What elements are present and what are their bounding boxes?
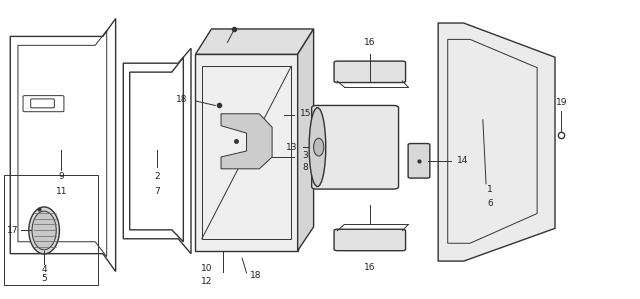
Polygon shape [195,54,298,251]
FancyBboxPatch shape [334,229,406,251]
Text: 13: 13 [286,143,298,152]
Text: 2: 2 [154,172,160,181]
Text: 8: 8 [303,163,308,172]
FancyBboxPatch shape [408,144,430,178]
Bar [202,66,291,239]
Ellipse shape [314,138,324,156]
Bar [4,175,99,285]
Text: 7: 7 [154,187,160,196]
Ellipse shape [309,108,326,187]
FancyBboxPatch shape [334,61,406,83]
Polygon shape [298,29,314,251]
FancyBboxPatch shape [312,106,399,189]
Text: 14: 14 [458,156,468,165]
Text: 4: 4 [42,265,47,274]
Text: 9: 9 [58,172,64,181]
Text: 1: 1 [487,185,493,194]
Text: 17: 17 [7,226,19,235]
Text: 12: 12 [200,277,212,286]
Text: 10: 10 [200,264,212,273]
Text: 18: 18 [250,271,262,280]
Text: 15: 15 [300,109,311,118]
Text: 19: 19 [556,98,567,107]
Text: 18: 18 [175,95,187,104]
Text: 6: 6 [487,199,493,208]
Ellipse shape [32,211,56,250]
Text: 5: 5 [41,274,47,283]
Text: 16: 16 [364,263,376,271]
Text: 11: 11 [56,187,67,196]
Text: 3: 3 [303,151,308,160]
Polygon shape [195,29,314,54]
Polygon shape [221,114,272,169]
Text: 16: 16 [364,38,376,47]
Polygon shape [438,23,555,261]
Ellipse shape [29,207,60,254]
